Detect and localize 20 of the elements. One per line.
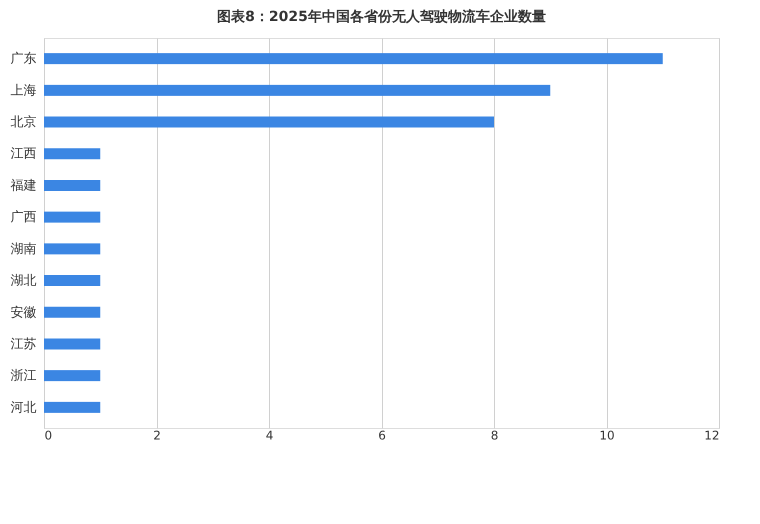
y-tick-label: 江苏	[10, 336, 36, 352]
x-tick-label: 0	[44, 428, 52, 442]
y-tick-label: 江西	[10, 146, 36, 162]
y-tick-label: 河北	[10, 400, 36, 416]
y-tick-label: 上海	[10, 83, 36, 98]
x-tick-label: 12	[704, 428, 720, 442]
y-tick-label: 安徽	[10, 304, 36, 320]
x-tick-label: 2	[153, 428, 161, 442]
x-tick-label: 6	[378, 428, 386, 442]
y-tick-label: 广东	[10, 52, 36, 67]
x-tick-label: 10	[599, 428, 615, 442]
y-tick-label: 湖南	[10, 242, 36, 257]
y-tick-label: 广西	[10, 210, 36, 226]
y-tick-label: 北京	[10, 115, 36, 130]
chart-title: 图表8：2025年中国各省份无人驾驶物流车企业数量	[217, 8, 546, 25]
y-tick-label: 浙江	[10, 368, 36, 384]
x-tick-label: 8	[490, 428, 498, 442]
y-tick-label: 湖北	[10, 274, 36, 289]
x-tick-label: 4	[266, 428, 274, 442]
y-tick-label: 福建	[10, 178, 36, 194]
